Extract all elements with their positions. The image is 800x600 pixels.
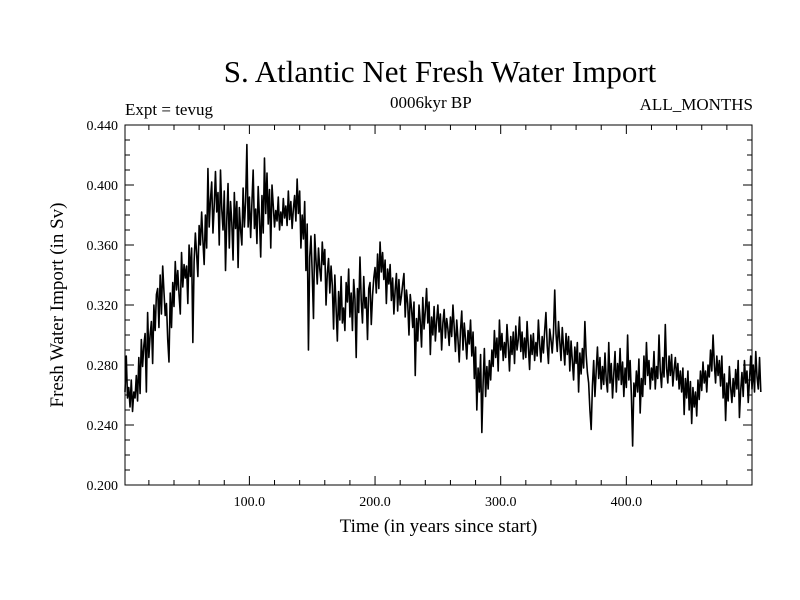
y-tick-label: 0.320 [87,299,119,314]
series-line [124,143,762,447]
y-tick-label: 0.240 [87,419,119,434]
period-label: 0006kyr BP [390,93,472,112]
y-tick-label: 0.440 [87,119,119,134]
y-tick-label: 0.280 [87,359,119,374]
plot-frame [124,124,753,486]
months-label: ALL_MONTHS [639,95,753,114]
x-tick-label: 300.0 [485,495,517,510]
x-tick-label: 100.0 [234,495,266,510]
x-tick-label: 200.0 [359,495,391,510]
y-axis-label: Fresh Water Import (in Sv) [47,203,68,408]
axis-ticks [125,125,752,485]
y-tick-labels: 0.200 0.240 0.280 0.320 0.360 0.400 0.440 [87,119,119,494]
x-tick-label: 400.0 [611,495,643,510]
y-tick-label: 0.400 [87,179,119,194]
y-tick-label: 0.200 [87,479,119,494]
y-tick-label: 0.360 [87,239,119,254]
experiment-label: Expt = tevug [125,100,213,119]
chart-title: S. Atlantic Net Fresh Water Import [223,54,657,89]
x-axis-label: Time (in years since start) [340,516,538,537]
x-tick-labels: 100.0 200.0 300.0 400.0 [234,495,642,510]
